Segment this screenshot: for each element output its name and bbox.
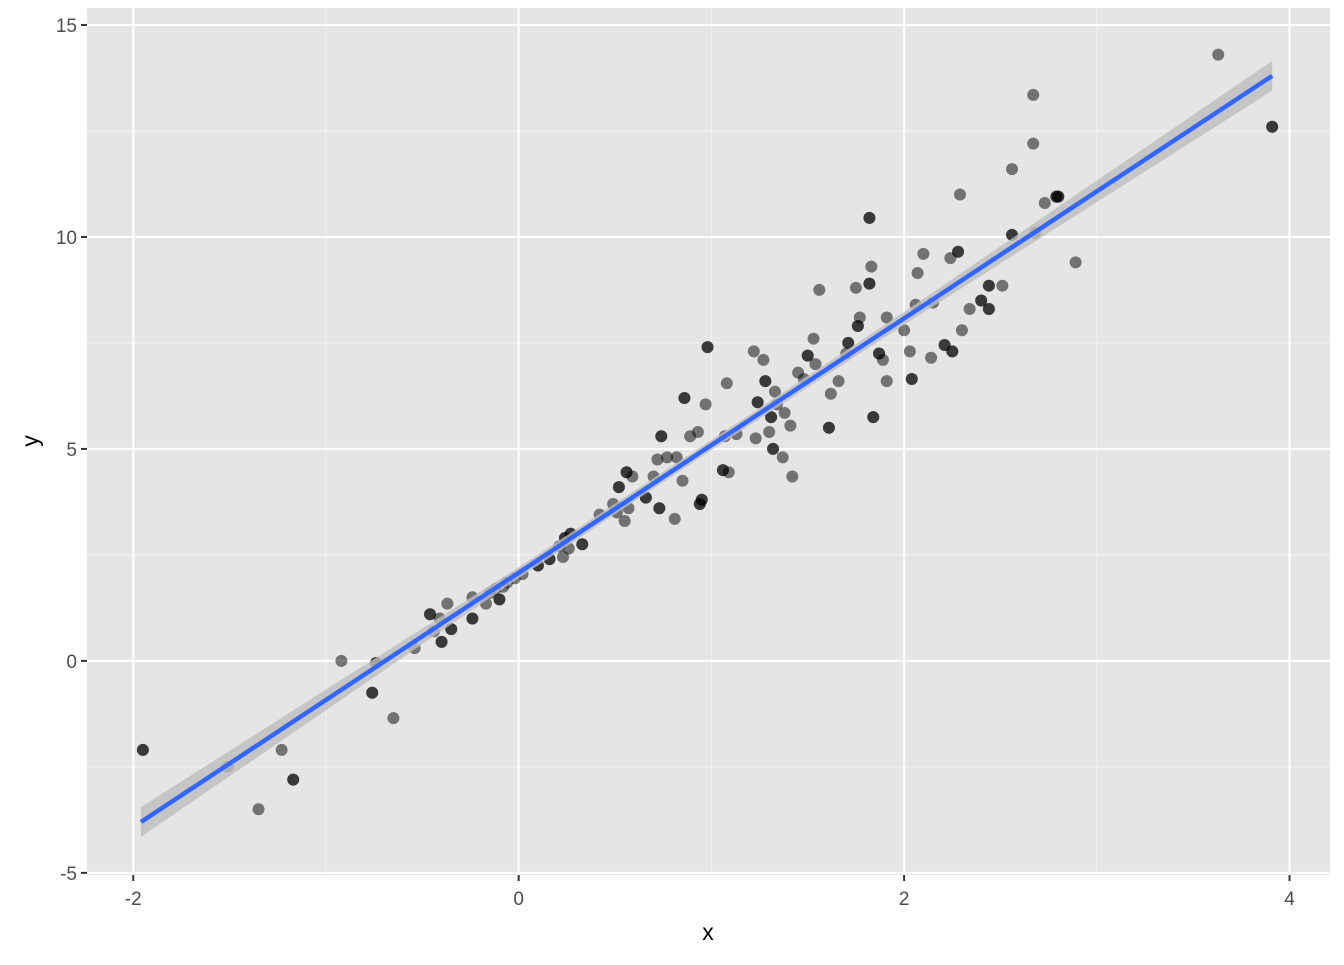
point [822,421,835,434]
point [832,375,845,388]
point [747,345,760,358]
point [366,686,379,699]
point [842,336,855,349]
point [853,311,866,324]
point [335,654,348,667]
point [903,345,916,358]
point [1212,48,1225,61]
point [626,470,639,483]
point [975,294,988,307]
point [757,353,770,366]
point [880,375,893,388]
x-axis-title: x [702,919,714,945]
point [1027,137,1040,150]
point [695,493,708,506]
point [252,803,265,816]
point [699,398,712,411]
point [982,279,995,292]
point [678,392,691,405]
point [876,353,889,366]
point [435,635,448,648]
point [387,712,400,725]
point [953,188,966,201]
point [767,442,780,455]
point [1038,197,1051,210]
point [668,512,681,525]
point [863,277,876,290]
point [691,425,704,438]
point [759,375,772,388]
point [824,387,837,400]
point [1027,88,1040,101]
point [863,211,876,224]
x-tick-label: -2 [125,889,142,910]
point [925,351,938,364]
point [952,245,965,258]
point [911,266,924,279]
point [955,324,968,337]
point [441,597,454,610]
point [982,303,995,316]
point [720,377,733,390]
point [849,281,862,294]
point [809,358,822,371]
point [466,612,479,625]
point [676,474,689,487]
point [880,311,893,324]
point [778,406,791,419]
point [807,332,820,345]
x-tick-label: 2 [899,889,910,910]
point [765,411,778,424]
point [768,385,781,398]
fit-line [139,73,1274,824]
point [905,372,918,385]
y-tick-label: 15 [56,16,77,37]
point [661,451,674,464]
point [655,430,668,443]
point [813,283,826,296]
point [996,279,1009,292]
point [917,247,930,260]
point [424,608,437,621]
y-tick-label: 5 [66,440,77,461]
x-tick-label: 0 [513,889,524,910]
point [1052,190,1065,203]
point [749,432,762,445]
point [786,470,799,483]
point [670,451,683,464]
point [618,514,631,527]
point [287,773,300,786]
point [722,466,735,479]
point [1069,256,1082,269]
y-axis-title: y [17,435,43,447]
point [784,419,797,432]
point [275,743,288,756]
point [763,425,776,438]
point [801,349,814,362]
point [493,593,506,606]
x-tick-label: 4 [1284,889,1295,910]
point [867,411,880,424]
point [701,341,714,354]
y-tick-label: -5 [60,864,77,885]
y-tick-label: 0 [66,652,77,673]
point [1006,163,1019,176]
point [751,396,764,409]
point [898,324,911,337]
point [136,743,149,756]
point [653,502,666,515]
y-tick-label: 10 [56,228,77,249]
point [576,538,589,551]
point [557,551,570,564]
point [1266,120,1279,133]
point [651,453,664,466]
point [865,260,878,273]
point [946,345,959,358]
point [612,481,625,494]
point [963,303,976,316]
point [776,451,789,464]
